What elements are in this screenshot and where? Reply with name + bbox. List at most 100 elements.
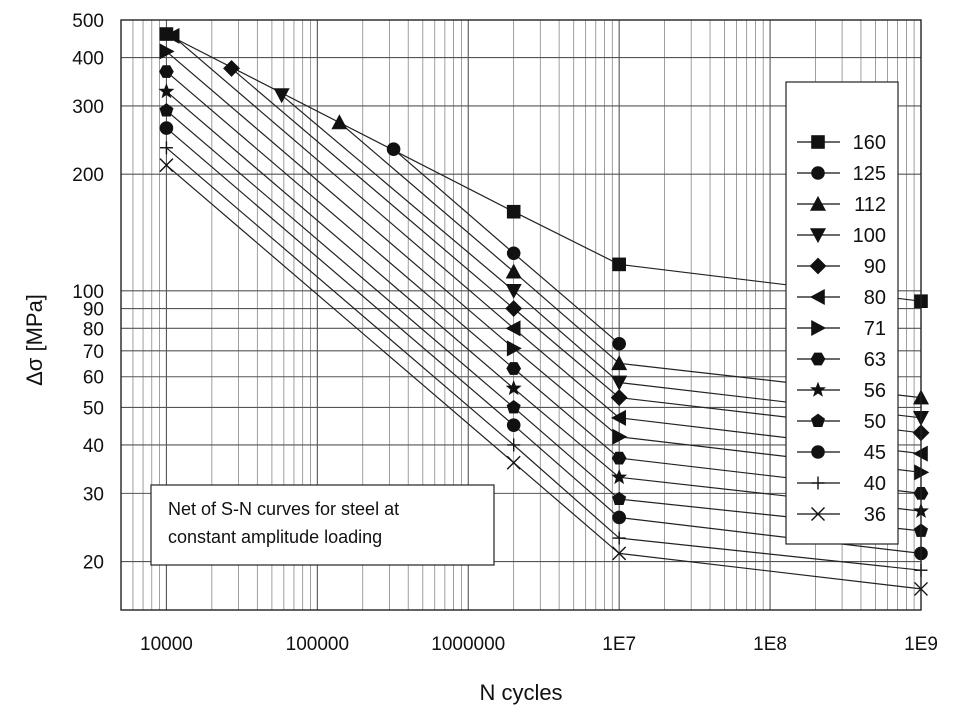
legend-label: 100 — [853, 225, 886, 247]
legend-label: 50 — [864, 411, 886, 433]
chart-note: Net of S-N curves for steel at constant … — [150, 484, 495, 566]
legend: 160 125 112 100 90 80 71 63 56 50 45 40 36 — [785, 81, 899, 545]
y-tick-label: 80 — [83, 319, 104, 340]
x-tick-labels: 10000 100000 1000000 1E7 1E8 1E9 — [140, 634, 938, 655]
y-tick-label: 50 — [83, 398, 104, 419]
curve-100 — [281, 94, 922, 419]
point-160 — [612, 257, 626, 272]
legend-marker — [809, 195, 827, 211]
curve-40 — [166, 147, 922, 571]
legend-label: 36 — [864, 504, 886, 526]
legend-marker — [811, 166, 825, 180]
legend-item-56: 56 — [797, 380, 886, 402]
point-45 — [159, 121, 174, 135]
y-tick-label: 70 — [83, 342, 104, 363]
legend-marker — [809, 288, 825, 306]
curve-112 — [339, 121, 922, 399]
point-112 — [331, 114, 348, 130]
point-100 — [273, 88, 290, 104]
legend-marker — [811, 476, 825, 490]
point-125 — [386, 142, 401, 156]
curve-36 — [166, 164, 922, 590]
point-36 — [612, 546, 627, 561]
x-tick-label: 1E7 — [602, 634, 636, 655]
plot-frame — [120, 19, 922, 611]
y-tick-label: 90 — [83, 300, 104, 321]
x-tick-label: 100000 — [286, 634, 349, 655]
legend-label: 125 — [853, 163, 886, 185]
point-112 — [611, 355, 628, 371]
curve-80 — [172, 35, 922, 455]
legend-marker — [810, 352, 826, 366]
legend-label: 160 — [853, 132, 886, 154]
legend-label: 56 — [864, 380, 886, 402]
legend-item-45: 45 — [797, 442, 886, 464]
point-112 — [505, 263, 522, 279]
legend-marker — [811, 135, 825, 149]
point-80 — [505, 320, 521, 337]
y-tick-label: 60 — [83, 368, 104, 389]
point-71 — [159, 43, 175, 60]
legend-marker — [810, 413, 826, 427]
legend-label: 80 — [864, 287, 886, 309]
y-tick-label: 300 — [72, 97, 104, 118]
curve-90 — [231, 67, 922, 434]
legend-item-50: 50 — [797, 411, 886, 433]
point-100 — [505, 283, 522, 299]
legend-label: 71 — [864, 318, 886, 340]
curve-45 — [166, 127, 922, 554]
y-tick-label: 30 — [83, 484, 104, 505]
legend-label: 40 — [864, 473, 886, 495]
point-50 — [159, 103, 174, 117]
legend-item-80: 80 — [797, 287, 886, 309]
point-125 — [506, 246, 521, 261]
point-90 — [505, 300, 523, 317]
point-100 — [611, 375, 628, 391]
y-tick-label: 500 — [72, 11, 104, 32]
x-tick-label: 1000000 — [431, 634, 505, 655]
point-63 — [159, 65, 174, 78]
curve-56 — [166, 90, 922, 512]
legend-marker — [810, 381, 826, 397]
legend-item-125: 125 — [797, 163, 886, 185]
note-box — [150, 484, 495, 566]
y-tick-label: 400 — [72, 49, 104, 70]
legend-box — [785, 81, 899, 545]
x-tick-label: 1E8 — [753, 634, 787, 655]
point-90 — [223, 59, 240, 77]
legend-item-100: 100 — [797, 225, 886, 247]
legend-marker — [809, 228, 827, 244]
y-tick-label: 40 — [83, 436, 104, 457]
point-63 — [506, 362, 522, 375]
x-tick-label: 1E9 — [904, 634, 938, 655]
legend-marker — [809, 257, 827, 275]
point-40 — [612, 531, 626, 545]
point-90 — [610, 389, 628, 407]
point-160 — [506, 204, 521, 219]
point-36 — [506, 455, 521, 470]
legend-item-90: 90 — [797, 256, 886, 278]
point-50 — [506, 400, 521, 414]
curves — [166, 33, 922, 590]
point-56 — [505, 379, 522, 396]
point-80 — [611, 409, 626, 426]
point-45 — [612, 510, 626, 525]
legend-item-160: 160 — [797, 132, 886, 154]
curve-71 — [166, 50, 922, 473]
point-71 — [612, 428, 628, 445]
legend-marker — [811, 445, 825, 459]
legend-item-112: 112 — [797, 194, 886, 216]
point-45 — [506, 418, 521, 432]
point-40 — [507, 438, 521, 452]
x-tick-label: 10000 — [140, 634, 193, 655]
point-56 — [611, 468, 628, 485]
legend-item-40: 40 — [797, 473, 886, 495]
legend-marker — [811, 507, 825, 521]
legend-label: 90 — [864, 256, 886, 278]
point-125 — [612, 336, 626, 351]
point-36 — [159, 158, 174, 173]
x-axis-label: N cycles — [479, 680, 562, 705]
point-40 — [159, 141, 173, 155]
